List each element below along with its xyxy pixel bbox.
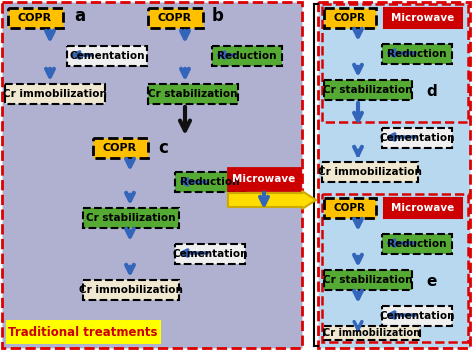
Text: c: c	[158, 139, 168, 157]
Text: a: a	[74, 7, 86, 25]
Text: Cementation: Cementation	[172, 249, 248, 259]
Text: Microwave: Microwave	[392, 13, 455, 23]
Text: Cementation: Cementation	[379, 311, 455, 321]
Text: Reduction: Reduction	[217, 51, 277, 61]
Text: Cementation: Cementation	[69, 51, 145, 61]
Text: Reduction: Reduction	[180, 177, 240, 187]
Bar	[318, 2, 470, 348]
Bar	[67, 46, 147, 66]
Bar	[322, 4, 468, 122]
Text: Microwave: Microwave	[392, 203, 455, 213]
Text: COPR: COPR	[103, 143, 137, 153]
Text: Cr immobilization: Cr immobilization	[3, 89, 107, 99]
Text: Microwave: Microwave	[232, 174, 296, 184]
Text: Cr immobilization: Cr immobilization	[79, 285, 183, 295]
Bar	[382, 306, 452, 326]
Text: d: d	[427, 84, 438, 99]
Bar	[175, 244, 245, 264]
Bar	[324, 270, 412, 290]
Bar	[324, 80, 412, 100]
Text: Cr immobilization: Cr immobilization	[318, 167, 422, 177]
Text: b: b	[212, 7, 224, 25]
Bar	[384, 8, 462, 28]
Bar	[322, 162, 418, 182]
Bar	[228, 168, 300, 190]
Bar	[382, 44, 452, 64]
Bar	[83, 280, 179, 300]
Bar	[324, 198, 376, 218]
Bar	[322, 194, 468, 342]
Text: COPR: COPR	[334, 13, 366, 23]
Text: Reduction: Reduction	[387, 239, 447, 249]
Bar	[83, 208, 179, 228]
Text: e: e	[427, 274, 437, 289]
FancyArrow shape	[228, 191, 316, 209]
Text: Traditional treatments: Traditional treatments	[8, 326, 158, 338]
Bar	[382, 128, 452, 148]
Bar	[382, 234, 452, 254]
Bar	[148, 8, 203, 28]
Text: COPR: COPR	[334, 203, 366, 213]
Text: Cr stabilization: Cr stabilization	[148, 89, 238, 99]
Bar	[384, 198, 462, 218]
Bar	[2, 2, 302, 348]
Text: Cr stabilization: Cr stabilization	[86, 213, 176, 223]
Text: Reduction: Reduction	[387, 49, 447, 59]
Bar	[6, 320, 161, 344]
Bar	[212, 46, 282, 66]
Text: Cr immobilization: Cr immobilization	[323, 328, 420, 338]
Text: COPR: COPR	[158, 13, 192, 23]
Bar	[148, 84, 238, 104]
Bar	[5, 84, 105, 104]
Text: Cr stabilization: Cr stabilization	[323, 85, 413, 95]
Bar	[8, 8, 63, 28]
Bar	[324, 326, 420, 340]
Bar	[93, 138, 148, 158]
Bar	[324, 8, 376, 28]
Text: Cr stabilization: Cr stabilization	[323, 275, 413, 285]
Bar	[175, 172, 245, 192]
Text: COPR: COPR	[18, 13, 52, 23]
Text: Cementation: Cementation	[379, 133, 455, 143]
